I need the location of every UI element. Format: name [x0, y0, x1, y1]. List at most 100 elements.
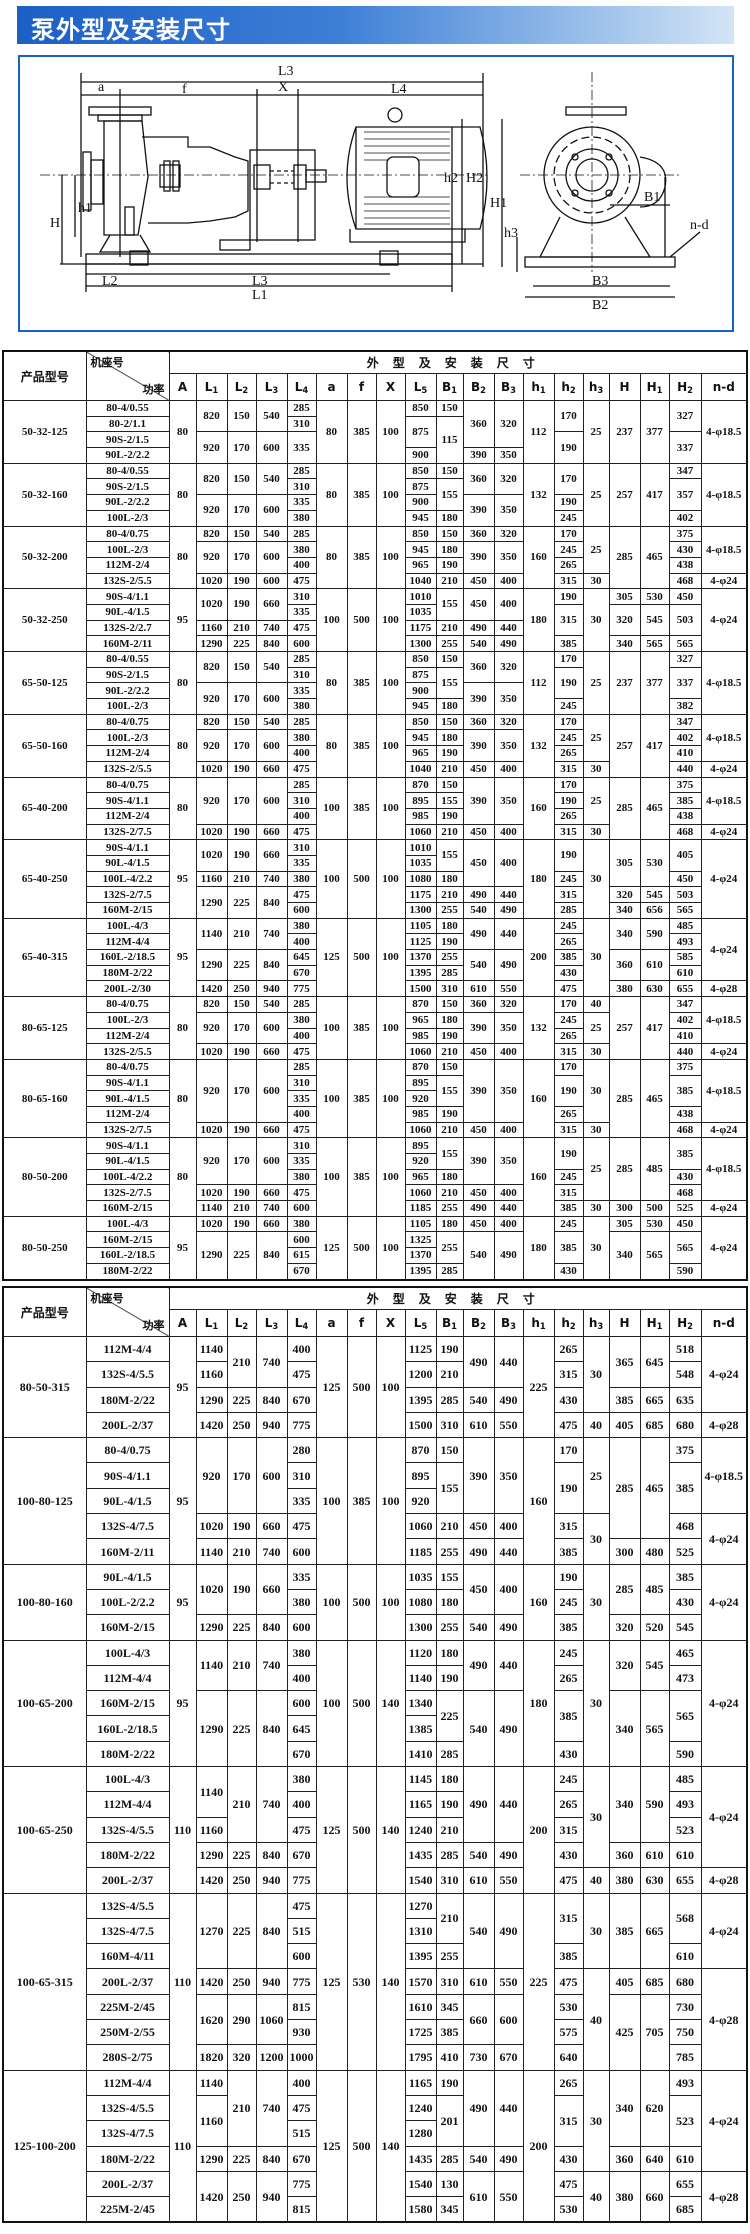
- table-row: 80-65-160 80-4/0.75 80 920 170 600 285 100 385 10…: [2, 1058, 748, 1139]
- dim-L5: 870: [404, 776, 437, 794]
- dim-B2: 490: [462, 2069, 495, 2147]
- dim-B3: 400: [493, 823, 524, 841]
- dim-L4: 310: [286, 1074, 317, 1092]
- dim-X: 100: [375, 776, 406, 841]
- dim-L4: 600: [286, 635, 317, 652]
- product-model: 100-80-160: [2, 1563, 87, 1641]
- dim-L3: 600: [255, 1437, 288, 1515]
- dim-H1: 485: [639, 1137, 670, 1202]
- motor-frame-power: 90S-4/1.1: [85, 1137, 170, 1154]
- dim-B1: 285: [435, 964, 464, 982]
- header-col-L3: L3: [255, 373, 288, 401]
- dim-B2: 450: [462, 1513, 495, 1540]
- dim-h1: 180: [522, 1639, 555, 1768]
- dim-H: 365: [608, 1336, 641, 1388]
- dim-L1: 920: [195, 1058, 228, 1123]
- motor-frame-power: 90L-2/2.2: [85, 494, 170, 511]
- dim-H: 385: [608, 1386, 641, 1413]
- dim-B1: 190: [435, 807, 464, 825]
- dim-X: 100: [375, 525, 406, 590]
- dim-L4: 400: [286, 1335, 317, 1363]
- dim-B1: 180: [435, 1588, 464, 1616]
- dim-H1: 545: [639, 1639, 670, 1692]
- dim-L2: 225: [226, 1841, 257, 1869]
- dim-H1: 610: [639, 949, 670, 982]
- motor-frame-power: 160L-2/18.5: [85, 1247, 170, 1264]
- dim-L2: 225: [226, 949, 257, 982]
- motor-frame-power: 80-4/0.75: [85, 525, 170, 543]
- dim-L5: 850: [404, 400, 437, 417]
- dim-L5: 1270: [404, 1892, 437, 1919]
- table-row: 160M-2/11 1140 210 740 600 1185 255 490 440 385 30…: [3, 1538, 747, 1565]
- dim-L3: 740: [255, 619, 288, 637]
- dim-a: 125: [315, 917, 348, 998]
- dim-h2: 285: [553, 902, 584, 919]
- motor-frame-power: 100L-4/2.2: [85, 870, 170, 888]
- dim-L5: 1105: [404, 917, 437, 935]
- table-row: 200L-2/37 1420 250 940 775 1540 310 610 550 475 40…: [3, 1867, 748, 1894]
- product-model: 100-65-250: [2, 1766, 87, 1894]
- dim-B1: 210: [435, 1184, 464, 1202]
- dim-L4: 335: [286, 1487, 317, 1515]
- dim-L3: 740: [255, 2069, 288, 2147]
- dim-L1: 1020: [195, 823, 228, 841]
- motor-frame-power: 132S-4/5.5: [85, 1816, 170, 1843]
- dim-H2: 548: [668, 1361, 702, 1388]
- dim-f: 500: [346, 1335, 377, 1439]
- dim-L2: 190: [226, 1043, 257, 1060]
- dim-L4: 670: [286, 2145, 317, 2172]
- dim-h2: 315: [553, 1361, 584, 1388]
- dim-L1: 1020: [195, 572, 228, 590]
- motor-frame-power: 132S-2/5.5: [85, 572, 170, 590]
- dim-H2: 525: [668, 1538, 702, 1565]
- header-col-main: H: [646, 1315, 657, 1330]
- dim-h2: 430: [553, 964, 584, 982]
- dim-L5: 1060: [404, 1043, 437, 1060]
- motor-frame-power: 200L-2/37: [85, 1968, 170, 1995]
- dim-h2: 315: [553, 1892, 584, 1945]
- dim-L5: 1080: [404, 1588, 437, 1616]
- header-col-main: H: [677, 1315, 688, 1330]
- dim-nd: 4-φ24: [700, 1513, 748, 1565]
- dim-L1: 1420: [195, 1968, 228, 1995]
- dim-H2: 337: [668, 666, 702, 700]
- motor-frame-power: 80-4/0.75: [85, 1437, 170, 1464]
- dim-L2: 150: [226, 996, 257, 1013]
- dim-H2: 610: [668, 964, 702, 982]
- dim-h2: 190: [553, 1137, 584, 1170]
- label-H1: H1: [490, 196, 507, 211]
- dim-L2: 190: [226, 760, 257, 778]
- dim-L2: 190: [226, 1184, 257, 1202]
- dim-B1: 190: [435, 2069, 464, 2096]
- dim-L5: 1395: [404, 964, 437, 982]
- dim-L4: 335: [286, 1563, 317, 1590]
- dim-L3: 940: [255, 980, 288, 998]
- label-n-d: n-d: [690, 218, 709, 233]
- product-model: 65-40-250: [2, 839, 87, 919]
- dim-L1: 920: [195, 729, 228, 762]
- dim-H2: 680: [668, 1411, 702, 1439]
- dim-H: 340: [608, 917, 641, 951]
- table-row: 180M-2/22 1290 225 840 670 1435 285 540 490 430 36…: [3, 1841, 747, 1869]
- header-frame-power: 机座号 功率: [85, 350, 170, 401]
- dim-L4: 670: [286, 1386, 317, 1413]
- table-row: 112M-4/4 400 1125 190 265 493: [3, 933, 747, 951]
- dim-H2: 347: [668, 996, 702, 1013]
- dim-B1: 210: [435, 1513, 464, 1540]
- dim-B1: 255: [435, 949, 464, 966]
- header-col-main: B: [501, 1315, 511, 1330]
- dim-h3: 30: [582, 588, 610, 652]
- dim-H1: 530: [639, 1215, 670, 1233]
- table-row: 112M-2/4 400 965 190 265 410: [3, 745, 747, 762]
- table-row: 160M-2/15 1290 225 840 600 1325 255 540 490 385 34…: [3, 1231, 747, 1280]
- label-H: H: [50, 216, 60, 231]
- dim-B1: 180: [435, 1215, 464, 1233]
- dim-nd: 4-φ18.5: [700, 525, 748, 574]
- header-dimensions-title: 外型及安装尺寸: [168, 350, 748, 374]
- dim-L4: 400: [286, 1664, 317, 1692]
- dim-L1: 820: [195, 399, 228, 433]
- dim-B3: 440: [493, 1336, 524, 1388]
- dim-L4: 400: [286, 1105, 317, 1123]
- dim-h2: 265: [553, 1335, 584, 1363]
- dim-B1: 255: [435, 902, 464, 919]
